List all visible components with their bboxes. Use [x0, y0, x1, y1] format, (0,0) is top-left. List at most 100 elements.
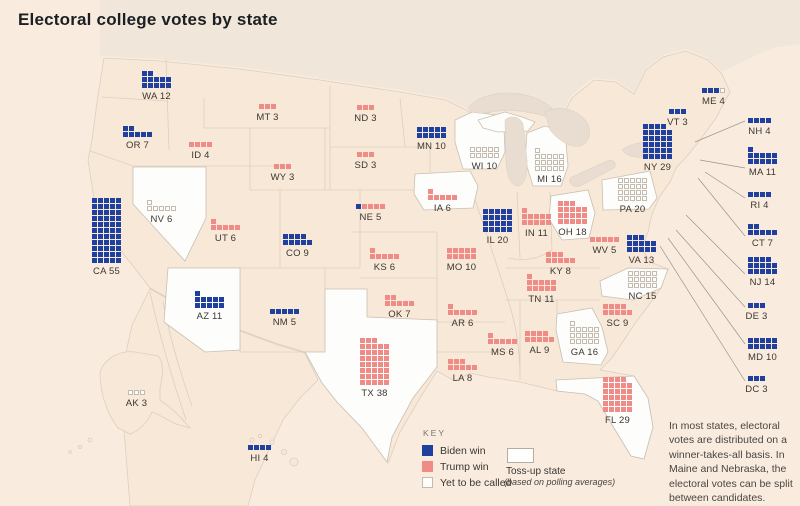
- vote-square-ms: [494, 339, 499, 344]
- vote-square-nv: [147, 206, 152, 211]
- vote-square-il: [501, 227, 506, 232]
- state-label-dc: DC 3: [745, 384, 768, 395]
- vote-square-pa: [642, 196, 647, 201]
- vote-square-mo: [453, 248, 458, 253]
- vote-square-tx: [372, 356, 377, 361]
- vote-square-fl: [603, 395, 608, 400]
- vote-square-ma: [772, 153, 777, 158]
- vote-square-md: [760, 338, 765, 343]
- vote-square-ny: [649, 136, 654, 141]
- state-label-va: VA 13: [628, 255, 655, 266]
- vote-square-nj: [754, 263, 759, 268]
- vote-square-ny: [661, 148, 666, 153]
- vote-square-ca: [104, 228, 109, 233]
- vote-square-nd: [357, 105, 362, 110]
- vote-square-ky: [570, 258, 575, 263]
- state-label-nj: NJ 14: [749, 277, 776, 288]
- vote-square-ca: [92, 210, 97, 215]
- vote-square-va: [627, 235, 632, 240]
- vote-square-wy: [274, 164, 279, 169]
- legend-swatch-trump: [422, 461, 433, 472]
- vote-square-ma: [772, 159, 777, 164]
- vote-square-mi: [553, 166, 558, 171]
- vote-square-mi: [547, 160, 552, 165]
- vote-square-ny: [667, 136, 672, 141]
- vote-square-ca: [104, 252, 109, 257]
- vote-square-il: [495, 227, 500, 232]
- vote-square-la: [472, 365, 477, 370]
- vote-square-nj: [754, 257, 759, 262]
- state-label-al: AL 9: [529, 345, 550, 356]
- vote-square-nh: [748, 118, 753, 123]
- vote-square-wy: [280, 164, 285, 169]
- vote-square-wa: [148, 83, 153, 88]
- vote-square-ok: [385, 301, 390, 306]
- vote-square-sd: [369, 152, 374, 157]
- state-label-ri: RI 4: [750, 200, 769, 211]
- vote-square-ny: [661, 136, 666, 141]
- vote-square-ma: [748, 153, 753, 158]
- vote-square-mi: [553, 160, 558, 165]
- vote-square-la: [448, 359, 453, 364]
- vote-square-ca: [116, 234, 121, 239]
- hawaii-islands: [249, 433, 299, 467]
- vote-square-ct: [760, 230, 765, 235]
- vote-square-ma: [754, 159, 759, 164]
- vote-square-mn: [429, 133, 434, 138]
- vote-square-tx: [360, 344, 365, 349]
- vote-square-tx: [384, 380, 389, 385]
- vote-square-oh: [582, 213, 587, 218]
- vote-square-mi: [547, 154, 552, 159]
- state-label-vt: VT 3: [667, 117, 688, 128]
- vote-square-ks: [394, 254, 399, 259]
- vote-square-ca: [92, 240, 97, 245]
- vote-square-in: [522, 214, 527, 219]
- vote-square-ny: [655, 136, 660, 141]
- vote-square-tx: [372, 368, 377, 373]
- vote-square-in: [522, 208, 527, 213]
- vote-square-va: [639, 247, 644, 252]
- vote-square-de: [754, 303, 759, 308]
- vote-square-ga: [582, 333, 587, 338]
- vote-square-ny: [649, 124, 654, 129]
- vote-square-ar: [466, 310, 471, 315]
- vote-square-mo: [459, 248, 464, 253]
- vote-square-fl: [609, 407, 614, 412]
- vote-square-tn: [545, 280, 550, 285]
- vote-square-ca: [110, 234, 115, 239]
- vote-square-ny: [655, 130, 660, 135]
- vote-square-ny: [649, 130, 654, 135]
- vote-square-ga: [570, 339, 575, 344]
- vote-square-il: [495, 209, 500, 214]
- vote-square-pa: [624, 196, 629, 201]
- vote-square-fl: [615, 383, 620, 388]
- legend-label-tossup: Toss-up state: [506, 466, 566, 477]
- vote-square-ky: [552, 258, 557, 263]
- vote-square-tx: [378, 380, 383, 385]
- vote-square-il: [483, 215, 488, 220]
- vote-square-ny: [667, 142, 672, 147]
- vote-square-hi: [260, 445, 265, 450]
- vote-square-il: [495, 215, 500, 220]
- vote-square-ca: [104, 246, 109, 251]
- vote-square-ca: [104, 216, 109, 221]
- vote-square-sc: [621, 310, 626, 315]
- vote-square-fl: [609, 377, 614, 382]
- vote-square-ny: [667, 148, 672, 153]
- vote-square-mt: [259, 104, 264, 109]
- vote-square-oh: [558, 219, 563, 224]
- vote-square-tx: [366, 374, 371, 379]
- vote-square-nj: [766, 257, 771, 262]
- vote-square-oh: [564, 219, 569, 224]
- vote-square-tn: [539, 286, 544, 291]
- vote-square-tx: [384, 374, 389, 379]
- vote-square-de: [748, 303, 753, 308]
- vote-square-oh: [558, 201, 563, 206]
- state-label-ak: AK 3: [125, 398, 148, 409]
- state-shape-tx: [304, 288, 438, 463]
- vote-square-wv: [602, 237, 607, 242]
- vote-square-fl: [615, 377, 620, 382]
- vote-square-fl: [621, 377, 626, 382]
